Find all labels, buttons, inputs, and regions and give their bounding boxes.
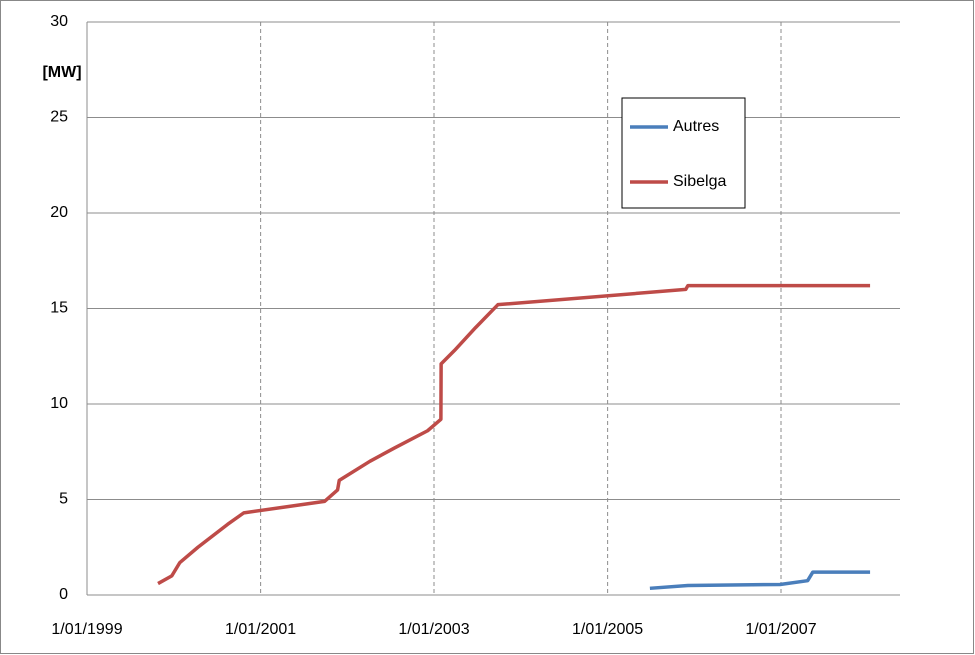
legend-label: Sibelga: [673, 173, 726, 190]
x-tick-label: 1/01/2005: [572, 621, 643, 638]
x-tick-label: 1/01/2003: [398, 621, 469, 638]
legend-box: [621, 97, 746, 209]
y-tick-label: 0: [59, 586, 68, 603]
y-tick-label: 10: [50, 395, 68, 412]
y-tick-label: 25: [50, 109, 68, 126]
y-tick-label: 20: [50, 204, 68, 221]
y-tick-label: 30: [50, 13, 68, 30]
y-tick-label: 15: [50, 300, 68, 317]
x-tick-label: 1/01/1999: [51, 621, 122, 638]
x-tick-label: 1/01/2001: [225, 621, 296, 638]
legend-label: Autres: [673, 118, 719, 135]
line-series: [649, 570, 871, 591]
line-series: [157, 283, 871, 586]
y-tick-label: 5: [59, 491, 68, 508]
x-tick-label: 1/01/2007: [745, 621, 816, 638]
y-axis-label: [MW]: [42, 64, 81, 81]
